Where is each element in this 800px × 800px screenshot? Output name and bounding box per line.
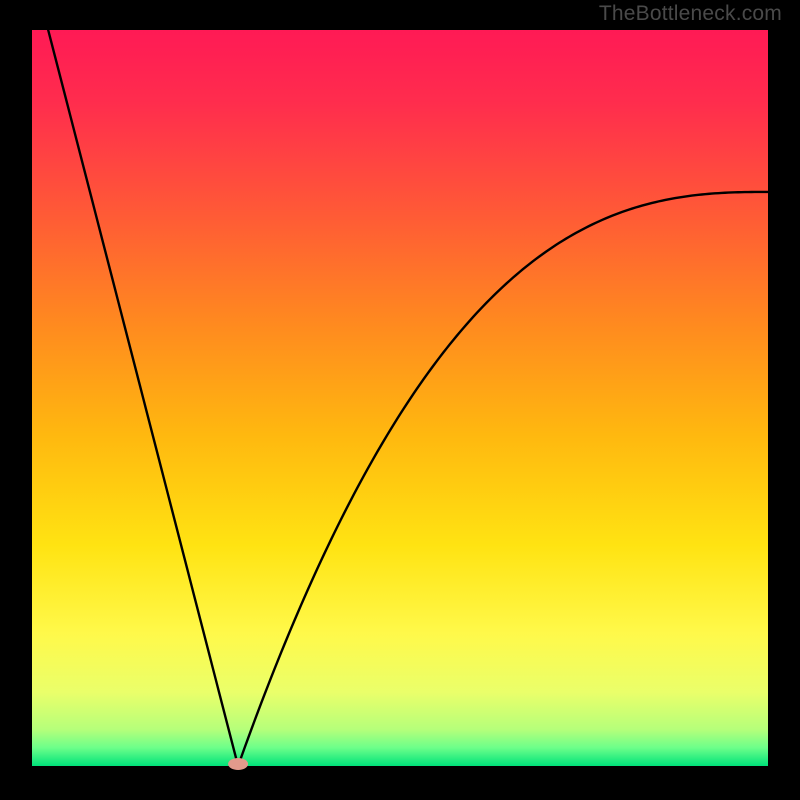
chart-stage: TheBottleneck.com (0, 0, 800, 800)
watermark-text: TheBottleneck.com (599, 2, 782, 26)
optimal-point-marker (228, 758, 248, 770)
bottleneck-chart (0, 0, 800, 800)
